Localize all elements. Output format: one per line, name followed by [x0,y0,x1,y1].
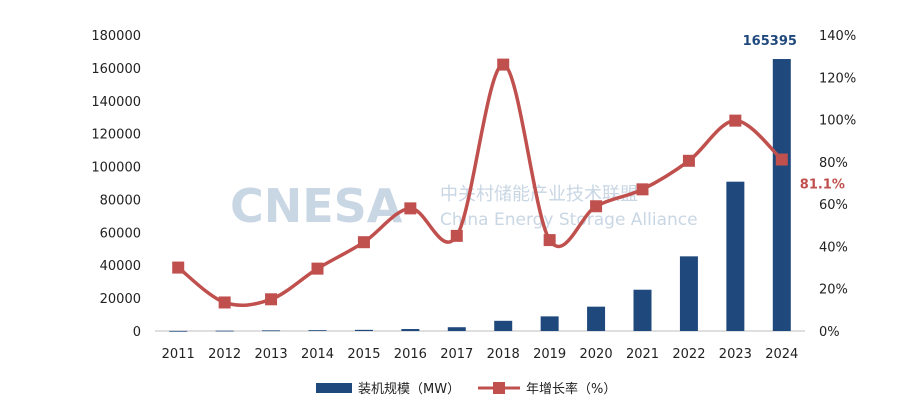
bar [772,59,791,331]
y-left-tick-label: 40000 [100,259,141,274]
y-right-tick-label: 60% [819,198,848,213]
y-right-tick-label: 100% [819,114,856,129]
x-tick-label: 2017 [440,347,473,362]
line-data-label: 81.1% [800,178,845,193]
line-marker [218,296,231,309]
x-tick-label: 2019 [533,347,566,362]
line-marker [311,262,324,275]
y-right-tick-label: 20% [819,283,848,298]
line-marker [682,154,695,167]
line-marker [590,200,603,213]
bar [540,316,559,331]
x-tick-label: 2011 [162,347,195,362]
y-left-tick-label: 0 [133,325,141,340]
y-right-tick-label: 140% [819,29,856,44]
x-tick-label: 2020 [580,347,613,362]
bar [169,330,188,332]
line-marker [775,153,788,166]
legend-line-label: 年增长率（%） [526,381,616,397]
legend: 装机规模（MW） 年增长率（%） [316,381,616,397]
x-tick-label: 2013 [255,347,288,362]
legend-line-marker [493,382,505,394]
x-axis: 2011 2012 2013 2014 2015 2016 2017 2018 2019 2020… [162,347,799,362]
growth-rate-line [177,62,783,308]
line-marker [497,58,510,71]
y-left-tick-label: 140000 [91,95,141,110]
x-tick-label: 2012 [208,347,241,362]
y-right-tick-label: 80% [819,156,848,171]
line-marker [404,202,417,215]
watermark-en-text: China Energy Storage Alliance [440,210,698,230]
legend-bar-label: 装机规模（MW） [358,382,460,397]
y-right-axis: 0% 20% 40% 60% 80% 100% 120% 140% [819,29,856,340]
y-right-tick-label: 120% [819,71,856,86]
bar-data-label: 165395 [743,34,797,49]
y-left-tick-label: 80000 [100,193,141,208]
bar [262,330,281,332]
bar [494,320,513,331]
x-tick-label: 2014 [301,347,334,362]
watermark-logo: CNESA [230,179,403,233]
y-left-tick-label: 60000 [100,226,141,241]
bar [587,306,606,331]
bar [215,330,234,332]
line-marker [265,293,278,306]
line-marker [543,234,556,247]
line-marker [450,229,463,242]
y-right-tick-label: 40% [819,240,848,255]
bar-series [169,59,791,332]
x-tick-label: 2024 [765,347,798,362]
watermark: CNESA 中关村储能产业技术联盟 China Energy Storage A… [230,179,698,233]
x-tick-label: 2022 [672,347,705,362]
y-left-axis: 0 20000 40000 60000 80000 100000 120000 140000 1… [91,29,141,340]
watermark-cn-text: 中关村储能产业技术联盟 [440,184,638,205]
bar [447,327,466,331]
y-left-tick-label: 160000 [91,62,141,77]
y-left-tick-label: 20000 [100,292,141,307]
x-tick-label: 2016 [394,347,427,362]
legend-bar-swatch [316,383,352,393]
line-marker [729,114,742,127]
x-tick-label: 2015 [347,347,380,362]
line-marker [636,183,649,196]
x-tick-label: 2018 [487,347,520,362]
y-right-tick-label: 0% [819,325,840,340]
bar [354,329,373,331]
data-labels: 165395 81.1% [743,34,845,193]
x-tick-label: 2021 [626,347,659,362]
y-left-tick-label: 120000 [91,128,141,143]
line-series [172,58,788,309]
line-marker [357,236,370,249]
bar [679,256,698,331]
x-tick-label: 2023 [719,347,752,362]
bar [401,329,420,331]
y-left-tick-label: 100000 [91,161,141,176]
line-marker [172,261,185,274]
bar [633,289,652,331]
y-left-tick-label: 180000 [91,29,141,44]
bar [308,330,327,331]
bar [726,181,745,331]
